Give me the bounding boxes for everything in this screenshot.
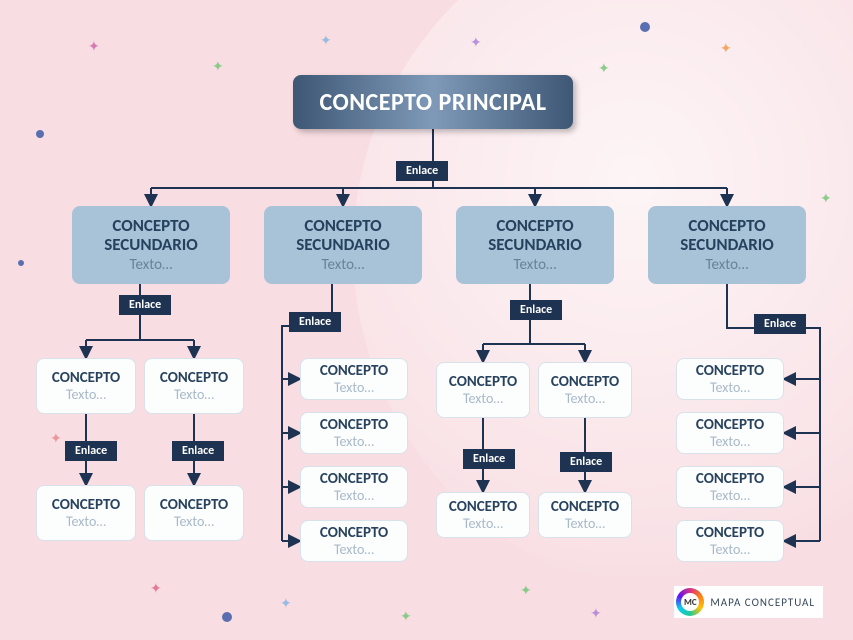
logo-ring-icon — [676, 588, 704, 616]
root-node: CONCEPTO PRINCIPAL — [293, 75, 573, 129]
secondary-sub: Texto… — [322, 257, 365, 274]
decor-star-icon: ✦ — [598, 60, 610, 77]
leaf-node: CONCEPTOTexto… — [538, 362, 632, 418]
leaf-title: CONCEPTO — [320, 525, 388, 542]
leaf-sub: Texto… — [463, 391, 503, 406]
decor-star-icon: ✦ — [520, 582, 532, 599]
leaf-title: CONCEPTO — [160, 370, 228, 387]
secondary-sub: Texto… — [130, 257, 173, 274]
leaf-node: CONCEPTOTexto… — [676, 520, 784, 562]
decor-dot-icon — [222, 612, 232, 622]
leaf-sub: Texto… — [334, 380, 374, 395]
leaf-sub: Texto… — [66, 514, 106, 529]
secondary-title: CONCEPTO SECUNDARIO — [460, 216, 610, 255]
leaf-title: CONCEPTO — [449, 499, 517, 516]
leaf-title: CONCEPTO — [696, 417, 764, 434]
leaf-sub: Texto… — [174, 387, 214, 402]
leaf-title: CONCEPTO — [52, 497, 120, 514]
secondary-node: CONCEPTO SECUNDARIO Texto… — [456, 206, 614, 284]
secondary-node: CONCEPTO SECUNDARIO Texto… — [264, 206, 422, 284]
decor-star-icon: ✦ — [88, 38, 100, 55]
leaf-node: CONCEPTOTexto… — [436, 362, 530, 418]
secondary-node: CONCEPTO SECUNDARIO Texto… — [648, 206, 806, 284]
enlace-label: Enlace — [560, 452, 612, 472]
leaf-title: CONCEPTO — [449, 374, 517, 391]
leaf-title: CONCEPTO — [696, 363, 764, 380]
decor-star-icon: ✦ — [150, 580, 162, 597]
decor-dot-icon — [36, 130, 44, 138]
secondary-sub: Texto… — [706, 257, 749, 274]
leaf-node: CONCEPTOTexto… — [300, 358, 408, 400]
leaf-node: CONCEPTOTexto… — [538, 492, 632, 538]
decor-star-icon: ✦ — [280, 595, 292, 612]
leaf-title: CONCEPTO — [320, 363, 388, 380]
secondary-title: CONCEPTO SECUNDARIO — [268, 216, 418, 255]
secondary-title: CONCEPTO SECUNDARIO — [76, 216, 226, 255]
decor-dot-icon — [640, 22, 650, 32]
decor-star-icon: ✦ — [400, 608, 412, 625]
leaf-node: CONCEPTOTexto… — [436, 492, 530, 538]
root-label: CONCEPTO PRINCIPAL — [319, 88, 546, 117]
leaf-title: CONCEPTO — [320, 417, 388, 434]
leaf-node: CONCEPTOTexto… — [144, 485, 244, 541]
enlace-label: Enlace — [510, 300, 562, 320]
leaf-sub: Texto… — [334, 434, 374, 449]
logo: MAPA CONCEPTUAL — [674, 586, 823, 618]
leaf-sub: Texto… — [565, 391, 605, 406]
secondary-title: CONCEPTO SECUNDARIO — [652, 216, 802, 255]
root-enlace: Enlace — [396, 161, 448, 181]
leaf-sub: Texto… — [710, 542, 750, 557]
leaf-node: CONCEPTOTexto… — [36, 485, 136, 541]
decor-star-icon: ✦ — [720, 40, 732, 57]
logo-text: MAPA CONCEPTUAL — [710, 596, 815, 609]
leaf-sub: Texto… — [66, 387, 106, 402]
enlace-label: Enlace — [172, 441, 224, 461]
leaf-sub: Texto… — [710, 380, 750, 395]
leaf-sub: Texto… — [334, 488, 374, 503]
leaf-node: CONCEPTOTexto… — [300, 520, 408, 562]
leaf-title: CONCEPTO — [696, 525, 764, 542]
leaf-title: CONCEPTO — [320, 471, 388, 488]
secondary-sub: Texto… — [514, 257, 557, 274]
leaf-title: CONCEPTO — [551, 499, 619, 516]
leaf-sub: Texto… — [565, 516, 605, 531]
leaf-node: CONCEPTOTexto… — [300, 412, 408, 454]
enlace-label: Enlace — [289, 312, 341, 332]
leaf-title: CONCEPTO — [52, 370, 120, 387]
decor-star-icon: ✦ — [50, 430, 62, 447]
leaf-node: CONCEPTOTexto… — [144, 358, 244, 414]
enlace-label: Enlace — [463, 449, 515, 469]
leaf-title: CONCEPTO — [696, 471, 764, 488]
leaf-node: CONCEPTOTexto… — [36, 358, 136, 414]
leaf-title: CONCEPTO — [551, 374, 619, 391]
leaf-node: CONCEPTOTexto… — [676, 412, 784, 454]
leaf-title: CONCEPTO — [160, 497, 228, 514]
leaf-sub: Texto… — [710, 434, 750, 449]
enlace-label: Enlace — [754, 314, 806, 334]
leaf-node: CONCEPTOTexto… — [300, 466, 408, 508]
enlace-label: Enlace — [119, 295, 171, 315]
decor-star-icon: ✦ — [590, 605, 602, 622]
decor-star-icon: ✦ — [470, 34, 482, 51]
enlace-label: Enlace — [65, 441, 117, 461]
leaf-sub: Texto… — [710, 488, 750, 503]
decor-star-icon: ✦ — [320, 32, 332, 49]
leaf-node: CONCEPTOTexto… — [676, 358, 784, 400]
decor-dot-icon — [18, 260, 24, 266]
decor-star-icon: ✦ — [820, 190, 832, 207]
leaf-sub: Texto… — [334, 542, 374, 557]
secondary-node: CONCEPTO SECUNDARIO Texto… — [72, 206, 230, 284]
leaf-sub: Texto… — [174, 514, 214, 529]
leaf-sub: Texto… — [463, 516, 503, 531]
decor-star-icon: ✦ — [212, 58, 224, 75]
leaf-node: CONCEPTOTexto… — [676, 466, 784, 508]
